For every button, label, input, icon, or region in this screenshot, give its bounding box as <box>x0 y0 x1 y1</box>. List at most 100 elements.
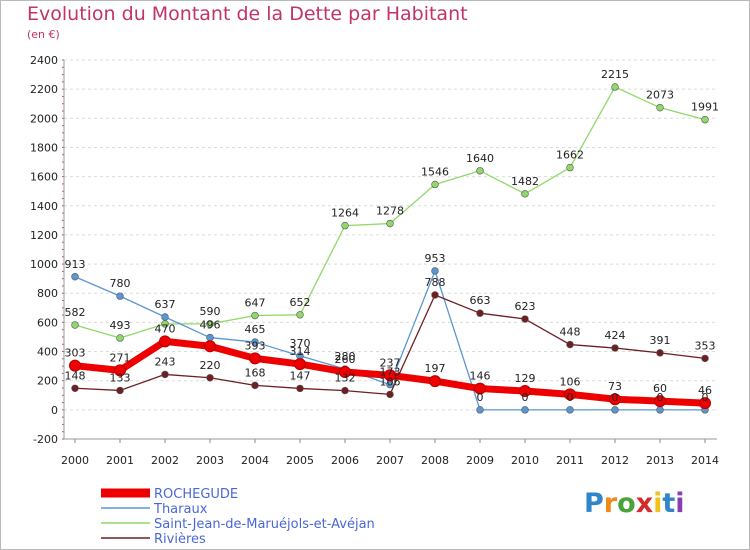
data-point <box>339 365 351 378</box>
data-label: 1991 <box>691 101 719 114</box>
y-tick-label: 2200 <box>30 83 58 96</box>
legend: ROCHEGUDETharauxSaint-Jean-de-Maruéjols-… <box>101 487 375 547</box>
data-label: 73 <box>608 380 622 393</box>
data-point <box>701 354 709 363</box>
data-label: 46 <box>698 384 712 397</box>
data-label: 220 <box>200 359 221 372</box>
x-tick-label: 2000 <box>61 454 89 467</box>
data-label: 280 <box>335 350 356 363</box>
chart-subtitle: (en €) <box>27 28 60 41</box>
data-point <box>476 167 484 175</box>
data-point <box>654 395 666 408</box>
x-tick-label: 2002 <box>151 454 179 467</box>
logo-letter: i <box>653 488 663 519</box>
data-point <box>251 311 259 320</box>
data-label: 148 <box>65 369 86 382</box>
data-point <box>249 352 261 365</box>
data-point <box>609 393 621 406</box>
data-point <box>341 221 349 230</box>
data-label: 780 <box>110 277 131 290</box>
data-label: 1278 <box>376 205 404 218</box>
chart-title: Evolution du Montant de la Dette par Hab… <box>27 3 468 25</box>
data-label: 314 <box>290 345 311 358</box>
x-tick-label: 2005 <box>286 454 314 467</box>
data-label: 647 <box>245 297 266 310</box>
x-tick-label: 2009 <box>466 454 494 467</box>
tick-labels: -200020040060080010001200140016001800200… <box>30 54 719 467</box>
data-point <box>431 267 439 275</box>
data-point <box>204 340 216 353</box>
x-tick-label: 2003 <box>196 454 224 467</box>
data-point <box>429 375 441 388</box>
data-label: 60 <box>653 382 667 395</box>
data-point <box>611 83 619 91</box>
data-point <box>521 315 529 323</box>
y-tick-label: 400 <box>37 346 58 359</box>
data-label: 0 <box>477 391 484 404</box>
x-tick-label: 2013 <box>646 454 674 467</box>
data-point <box>296 384 304 393</box>
data-point <box>474 382 486 395</box>
legend-entry: Saint-Jean-de-Maruéjols-et-Avéjan <box>154 517 375 532</box>
x-tick-label: 2006 <box>331 454 359 467</box>
data-point <box>476 406 484 414</box>
data-point <box>206 320 214 328</box>
data-point <box>564 388 576 401</box>
data-label: 663 <box>470 294 491 307</box>
data-point <box>566 163 574 172</box>
data-label: 1482 <box>511 175 539 188</box>
x-tick-label: 2004 <box>241 454 269 467</box>
logo-letter: i <box>675 488 685 519</box>
data-label: 303 <box>65 347 86 360</box>
legend-entry: Rivières <box>154 532 206 547</box>
data-point <box>206 333 214 342</box>
data-label: 496 <box>200 319 221 332</box>
data-point <box>161 313 169 321</box>
y-tick-label: 800 <box>37 287 58 300</box>
legend-entry: ROCHEGUDE <box>154 487 238 502</box>
grid-lines <box>64 59 717 440</box>
data-label: 133 <box>110 371 131 384</box>
data-label: 129 <box>515 372 536 385</box>
data-label: 106 <box>380 375 401 388</box>
data-point <box>611 406 619 414</box>
data-point <box>71 321 79 329</box>
logo-letter: r <box>603 488 618 519</box>
data-label: 1640 <box>466 152 494 165</box>
logo-letter: x <box>635 488 654 519</box>
data-label: 424 <box>605 329 626 342</box>
data-label: 465 <box>245 323 266 336</box>
data-label: 493 <box>110 319 131 332</box>
data-label: 1264 <box>331 207 359 220</box>
x-tick-label: 2011 <box>556 454 584 467</box>
data-point <box>431 291 439 299</box>
data-point <box>386 219 394 228</box>
data-label: 652 <box>290 296 311 309</box>
data-point <box>656 349 664 357</box>
data-point <box>476 309 484 317</box>
data-label: 0 <box>702 391 709 404</box>
data-point <box>566 406 574 414</box>
data-label: 2073 <box>646 89 674 102</box>
data-point <box>251 338 259 346</box>
legend-entry: Tharaux <box>153 502 208 517</box>
x-tick-label: 2010 <box>511 454 539 467</box>
data-label: 260 <box>335 353 356 366</box>
data-label: 0 <box>567 391 574 404</box>
data-point <box>384 369 396 382</box>
data-point <box>566 340 574 349</box>
data-point <box>69 359 81 372</box>
y-tick-label: 1400 <box>30 200 58 213</box>
data-label: 470 <box>155 322 176 335</box>
data-point <box>294 358 306 371</box>
y-tick-label: 0 <box>51 404 58 417</box>
data-label: 788 <box>425 276 446 289</box>
series-points <box>69 83 711 414</box>
data-point <box>386 390 394 399</box>
data-point <box>71 273 79 281</box>
y-tick-label: 2000 <box>30 112 58 125</box>
data-label: 590 <box>200 305 221 318</box>
data-label: 0 <box>657 391 664 404</box>
data-point <box>71 384 79 392</box>
